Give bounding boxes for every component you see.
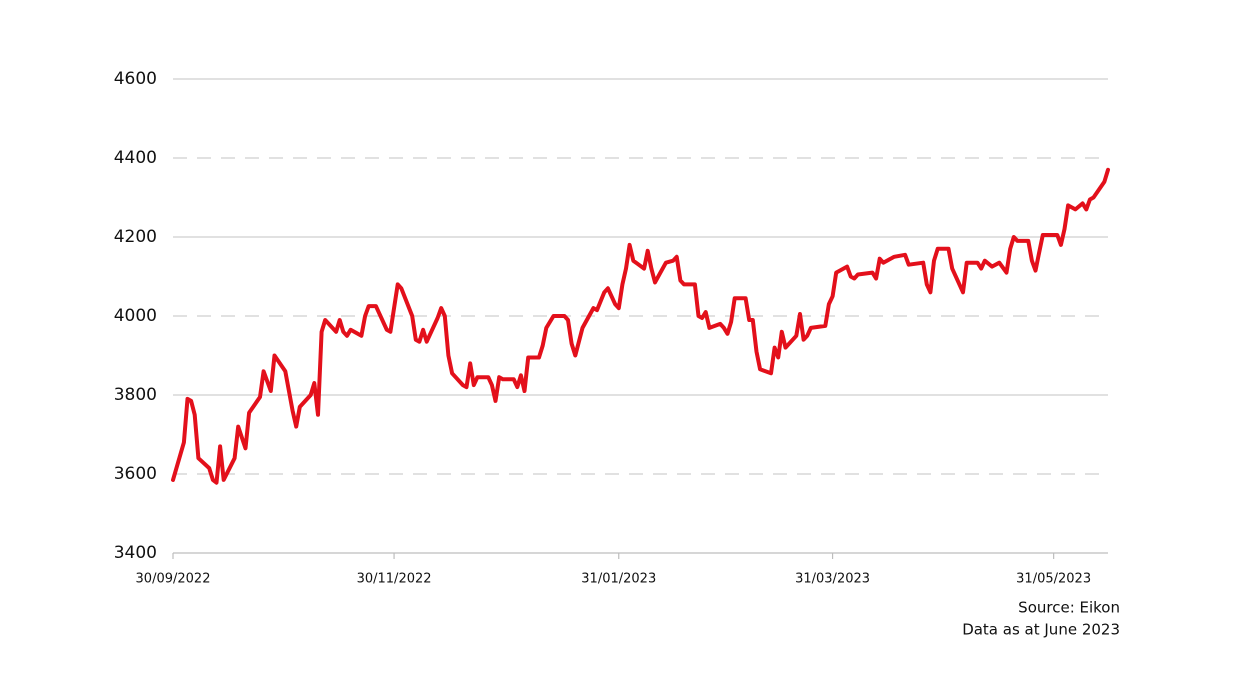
y-tick-label: 4600 [114, 69, 157, 89]
y-tick-label: 4200 [114, 227, 157, 247]
y-tick-label: 3800 [114, 385, 157, 405]
x-tick-label: 31/05/2023 [1016, 572, 1091, 587]
data-date-note: Data as at June 2023 [962, 621, 1120, 639]
x-tick-label: 31/01/2023 [581, 572, 656, 587]
price-line [171, 167, 1110, 485]
source-note: Source: Eikon [1018, 599, 1120, 617]
y-tick-label: 3600 [114, 464, 157, 484]
y-tick-label: 3400 [114, 543, 157, 563]
y-tick-label: 4000 [114, 306, 157, 326]
x-tick-label: 30/09/2022 [136, 572, 211, 587]
x-tick-label: 31/03/2023 [795, 572, 870, 587]
x-tick-label: 30/11/2022 [357, 572, 432, 587]
y-tick-label: 4400 [114, 148, 157, 168]
